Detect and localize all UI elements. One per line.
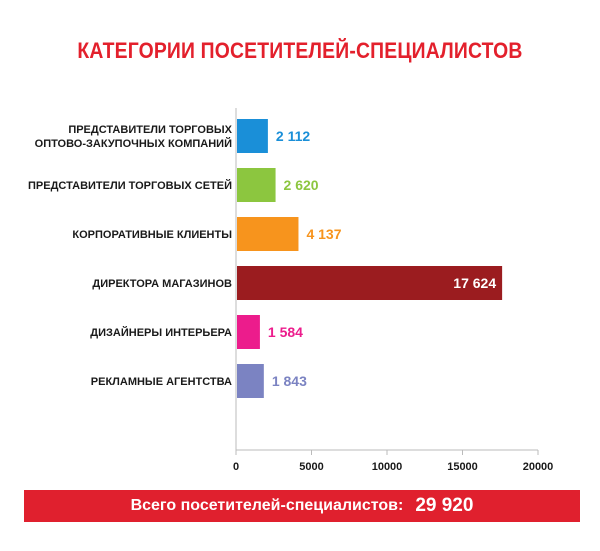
total-banner: Всего посетителей-специалистов: 29 920 (24, 490, 580, 522)
bar (237, 315, 260, 349)
x-tick-label: 5000 (299, 461, 323, 473)
total-label: Всего посетителей-специалистов: (130, 497, 404, 514)
value-label: 2 112 (276, 128, 310, 144)
chart-title: КАТЕГОРИИ ПОСЕТИТЕЛЕЙ-СПЕЦИАЛИСТОВ (77, 38, 523, 63)
x-tick-label: 20000 (523, 461, 554, 473)
total-value: 29 920 (415, 495, 474, 516)
bar (237, 266, 503, 300)
x-tick-label: 15000 (447, 461, 478, 473)
category-label: КОРПОРАТИВНЫЕ КЛИЕНТЫ (72, 229, 232, 241)
category-label: ПРЕДСТАВИТЕЛИ ТОРГОВЫХ СЕТЕЙ (28, 179, 232, 192)
value-label: 1 584 (268, 324, 303, 340)
category-label: РЕКЛАМНЫЕ АГЕНТСТВА (91, 376, 232, 388)
x-tick-label: 0 (233, 461, 239, 473)
bar (237, 119, 268, 153)
value-label: 4 137 (306, 226, 341, 242)
value-label: 1 843 (272, 373, 307, 389)
category-label: ПРЕДСТАВИТЕЛИ ТОРГОВЫХ (68, 124, 232, 136)
x-tick-label: 10000 (372, 461, 403, 473)
value-label: 2 620 (284, 177, 319, 193)
value-label: 17 624 (453, 275, 496, 291)
bar (237, 364, 264, 398)
category-label: ОПТОВО-ЗАКУПОЧНЫХ КОМПАНИЙ (35, 137, 232, 150)
bar-chart: 0 5000 10000 15000 20000 ПРЕДСТАВИТЕЛИ ТОРГОВ… (28, 108, 554, 473)
category-label: ДИРЕКТОРА МАГАЗИНОВ (92, 278, 232, 290)
bar (237, 217, 299, 251)
category-label: ДИЗАЙНЕРЫ ИНТЕРЬЕРА (90, 326, 232, 339)
bar (237, 168, 276, 202)
